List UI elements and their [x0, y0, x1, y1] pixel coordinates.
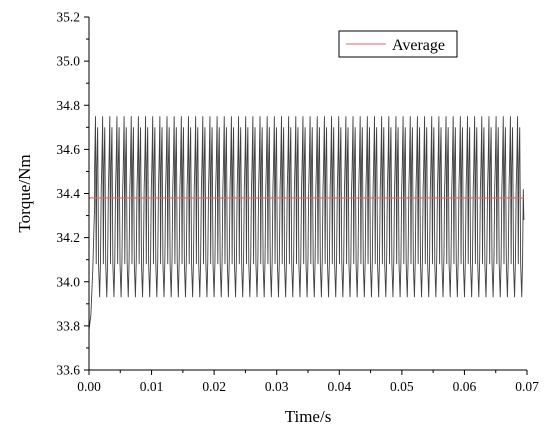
plot-series	[88, 116, 525, 331]
torque-series-line	[88, 116, 525, 331]
y-tick-label: 34.2	[56, 230, 80, 245]
x-tick-label: 0.02	[202, 379, 226, 394]
y-tick-label: 35.2	[56, 10, 80, 25]
x-axis-title: Time/s	[285, 407, 332, 426]
legend-label-average: Average	[392, 37, 445, 54]
y-tick-label: 34.8	[56, 98, 80, 113]
y-tick-label: 33.6	[56, 363, 80, 378]
x-tick-label: 0.05	[390, 379, 414, 394]
y-axis-title: Torque/Nm	[15, 154, 34, 232]
y-axis-ticks: 33.6 33.8 34.0 34.2 34.4 34.6 34.8 35.0 35.2	[56, 10, 89, 378]
x-tick-label: 0.03	[265, 379, 289, 394]
x-axis-ticks: 0.00 0.01 0.02 0.03 0.04 0.05 0.06 0.07	[77, 370, 539, 394]
x-tick-label: 0.01	[140, 379, 164, 394]
y-tick-label: 34.4	[56, 186, 80, 201]
x-tick-label: 0.00	[77, 379, 101, 394]
y-tick-label: 34.6	[56, 142, 80, 157]
y-tick-label: 35.0	[56, 54, 80, 69]
x-tick-label: 0.07	[515, 379, 539, 394]
y-tick-label: 34.0	[56, 274, 80, 289]
y-tick-label: 33.8	[56, 318, 80, 333]
legend: Average	[338, 30, 458, 58]
x-tick-label: 0.04	[327, 379, 351, 394]
x-tick-label: 0.06	[453, 379, 477, 394]
